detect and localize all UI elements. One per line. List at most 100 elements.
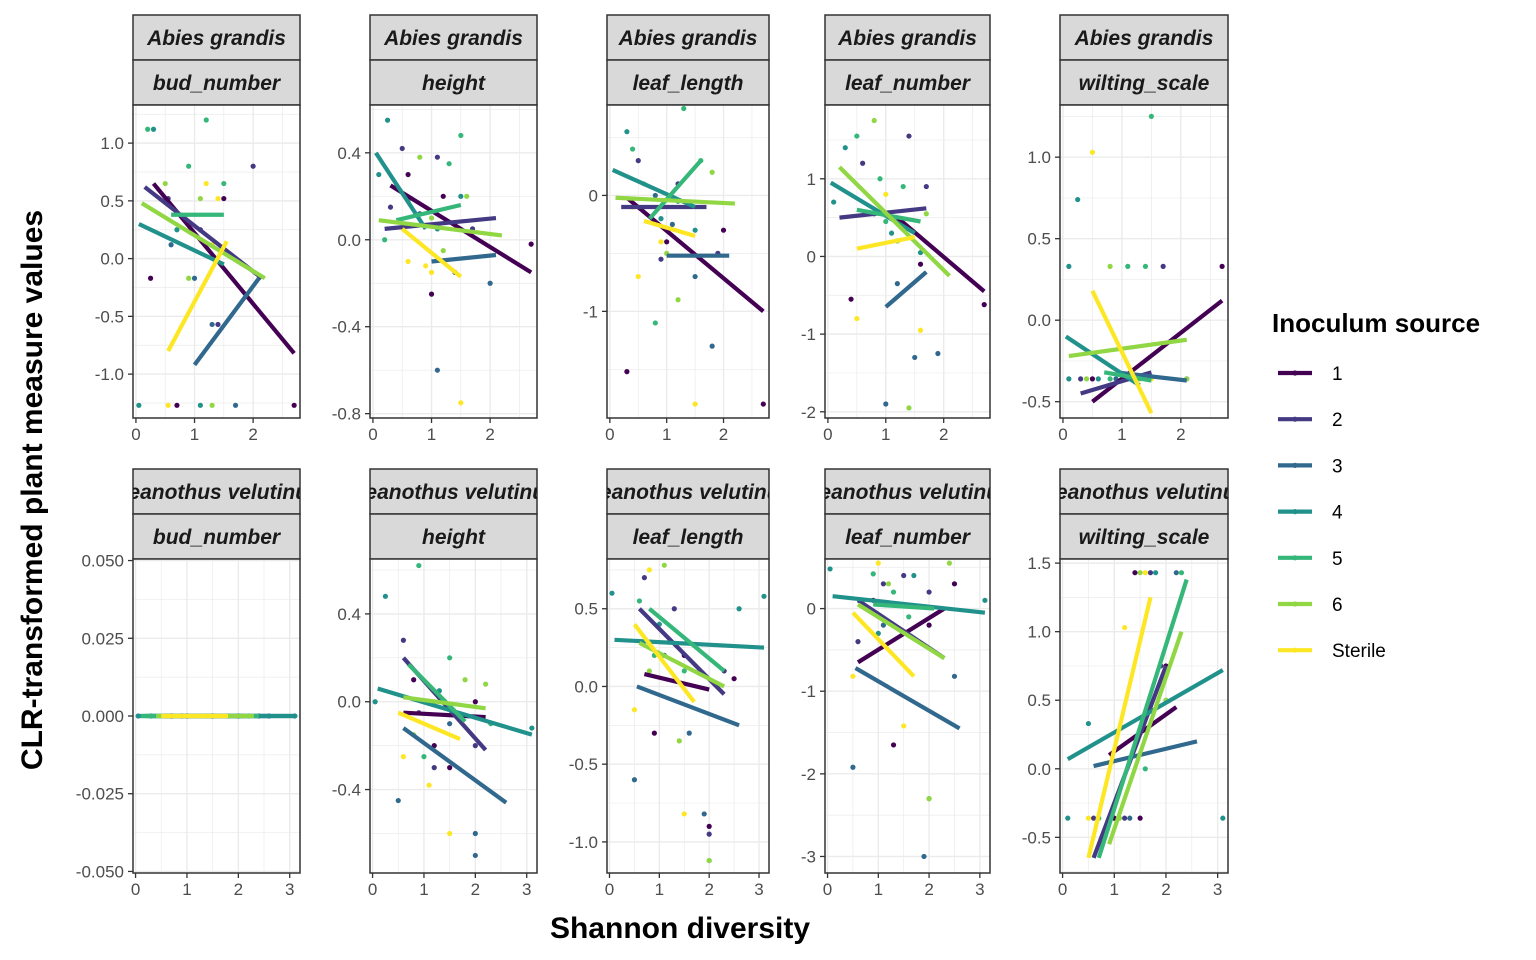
data-point [854, 315, 860, 322]
data-point [681, 105, 687, 112]
data-point [827, 566, 833, 572]
data-point [661, 562, 667, 568]
panel-border [1059, 558, 1229, 874]
data-point [434, 367, 440, 373]
data-point [1075, 196, 1081, 203]
strip-species [824, 468, 991, 515]
regression-line [1107, 630, 1184, 845]
strip-measure [132, 59, 301, 106]
data-point [1089, 376, 1096, 382]
regression-line [856, 234, 916, 251]
data-point [917, 261, 924, 267]
regression-line [632, 623, 696, 704]
x-tick-label: 1 [1117, 425, 1126, 444]
x-axis-title: Shannon diversity [550, 912, 810, 945]
data-point [384, 117, 391, 123]
facet-panel: Ceanothus velutinus leaf_number 0 1 2 3 0 -1 -2 -… [801, 468, 1011, 899]
data-point [890, 589, 897, 595]
legend-key-point [1292, 555, 1298, 561]
panel-border [824, 104, 991, 419]
regression-line [873, 602, 935, 611]
x-tick-label: 0 [823, 425, 832, 444]
regression-line [832, 594, 986, 615]
panel-border [369, 558, 538, 874]
regression-line [648, 607, 726, 673]
data-point [901, 572, 907, 579]
regression-line [1068, 337, 1188, 359]
strip-species [824, 14, 991, 61]
data-point [203, 117, 209, 123]
data-point [731, 676, 737, 682]
data-point [426, 782, 432, 788]
facet-panel: Abies grandis bud_number 0 1 2 1.0 0.5 0.0 -0.5 -… [95, 14, 301, 444]
data-point [1107, 263, 1113, 269]
x-tick-label: 3 [522, 880, 531, 899]
y-tick-label: -0.8 [332, 405, 361, 424]
data-point [706, 823, 712, 829]
y-tick-label: 0.0 [1027, 311, 1051, 330]
data-point [709, 343, 715, 349]
data-point [652, 192, 658, 199]
data-point [417, 154, 423, 160]
y-tick-label: -0.4 [332, 781, 361, 800]
data-point [894, 281, 900, 287]
data-point [1125, 263, 1131, 269]
y-tick-label: 0.000 [81, 707, 124, 726]
x-tick-label: 2 [471, 880, 480, 899]
data-point [529, 725, 535, 731]
data-point [1122, 624, 1128, 631]
regression-line [192, 276, 261, 367]
data-point [635, 158, 641, 164]
data-point [487, 280, 493, 286]
data-point [221, 195, 227, 202]
panel-border [606, 558, 770, 874]
legend-label: 4 [1332, 503, 1343, 524]
x-tick-label: 2 [924, 880, 933, 899]
y-tick-label: -1.0 [95, 365, 124, 384]
regression-line [854, 666, 961, 731]
strip-species-label: Ceanothus velutinus [113, 481, 320, 504]
legend-label: 6 [1332, 595, 1343, 616]
data-point [860, 160, 866, 166]
data-point [1220, 815, 1226, 821]
y-tick-label: 1.0 [100, 134, 124, 153]
legend-item: 6 [1278, 595, 1343, 616]
regression-line [856, 606, 946, 665]
data-point [186, 163, 192, 169]
legend-key-point [1292, 462, 1298, 468]
y-tick-label: -3 [801, 847, 816, 866]
regression-line [378, 218, 503, 238]
data-point [692, 401, 698, 407]
data-point [875, 560, 881, 566]
data-point [250, 163, 256, 169]
data-point [197, 195, 203, 202]
strip-species [132, 14, 301, 61]
data-point [676, 738, 682, 744]
x-tick-label: 2 [1161, 880, 1170, 899]
regression-line [636, 684, 740, 728]
y-tick-label: -1 [801, 325, 816, 344]
strip-measure [824, 59, 991, 106]
regression-line [829, 180, 916, 235]
y-tick-label: -0.5 [569, 755, 598, 774]
data-point [1065, 815, 1071, 821]
data-point [652, 320, 658, 326]
data-point [850, 764, 856, 770]
legend: Inoculum source 1 2 3 4 5 6 Sterile [1272, 308, 1480, 662]
strip-species-label: Ceanothus velutinus [804, 481, 1011, 504]
strip-species [369, 468, 538, 515]
strip-measure-label: leaf_number [845, 526, 972, 549]
data-point [150, 126, 157, 132]
regression-line [615, 195, 735, 206]
data-point [376, 171, 382, 178]
data-point [165, 402, 171, 408]
data-point [1083, 376, 1090, 382]
data-point [372, 699, 378, 705]
data-point [923, 211, 929, 217]
legend-item: 4 [1278, 503, 1343, 524]
data-point [1066, 263, 1072, 269]
strip-species-label: Abies grandis [618, 27, 758, 50]
facet-panel: Abies grandis leaf_length 0 1 2 0 -1 [583, 14, 770, 444]
y-tick-label: -0.050 [76, 862, 124, 881]
